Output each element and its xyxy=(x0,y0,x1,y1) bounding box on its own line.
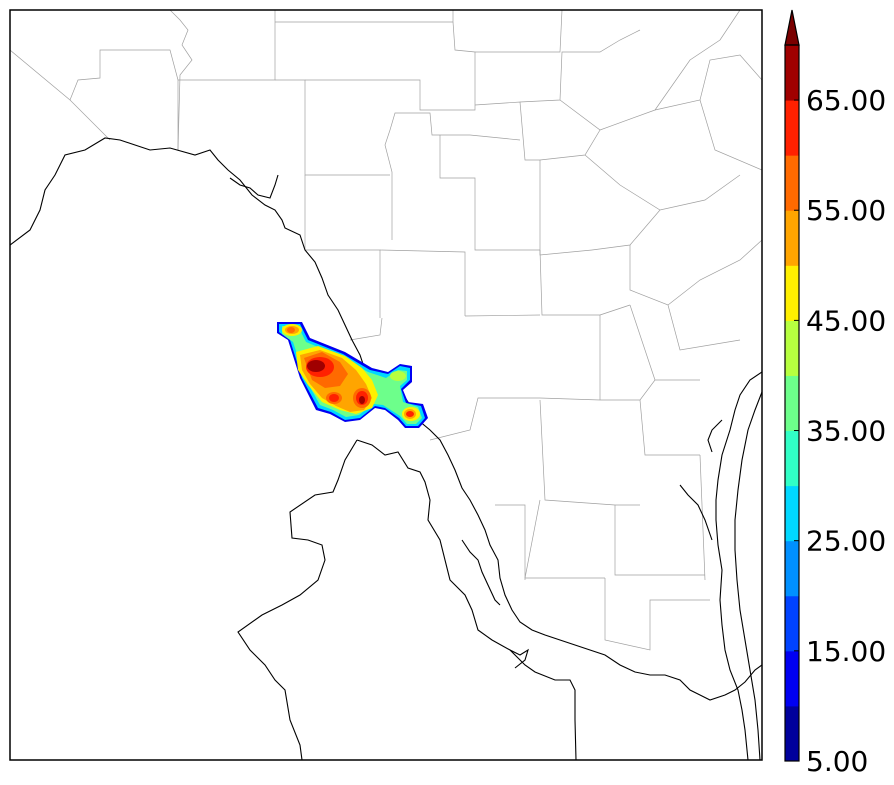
colorbar-band xyxy=(785,595,799,652)
county-boundaries xyxy=(10,10,762,651)
colorbar-tick-label: 45.00 xyxy=(806,304,886,337)
colorbar-band xyxy=(785,155,799,211)
colorbar-band xyxy=(785,485,799,542)
colorbar-band xyxy=(785,540,799,597)
border-lines xyxy=(10,137,762,760)
colorbar-band xyxy=(785,320,799,376)
colorbar-tick-label: 55.00 xyxy=(806,194,886,227)
colorbar-band xyxy=(785,650,799,707)
colorbar-band xyxy=(785,100,799,156)
colorbar-band xyxy=(785,430,799,487)
colorbar-tick-label: 35.00 xyxy=(806,415,886,448)
map-panel xyxy=(9,9,763,761)
colorbar-bands xyxy=(785,45,799,762)
reflectivity-storm-cluster xyxy=(277,322,428,428)
colorbar-band xyxy=(785,265,799,321)
colorbar: 5.00 15.00 25.00 35.00 45.00 55.00 65.00 xyxy=(784,9,886,778)
colorbar-band xyxy=(785,375,799,432)
colorbar-tick-label: 15.00 xyxy=(806,635,886,668)
colorbar-tick-label: 65.00 xyxy=(806,84,886,117)
colorbar-extend-arrow xyxy=(785,10,799,45)
colorbar-tick-label: 25.00 xyxy=(806,525,886,558)
colorbar-ticks: 5.00 15.00 25.00 35.00 45.00 55.00 65.00 xyxy=(794,84,886,778)
colorbar-band xyxy=(785,210,799,266)
colorbar-band xyxy=(785,705,799,762)
colorbar-band xyxy=(785,45,799,101)
colorbar-tick-label: 5.00 xyxy=(806,745,868,778)
